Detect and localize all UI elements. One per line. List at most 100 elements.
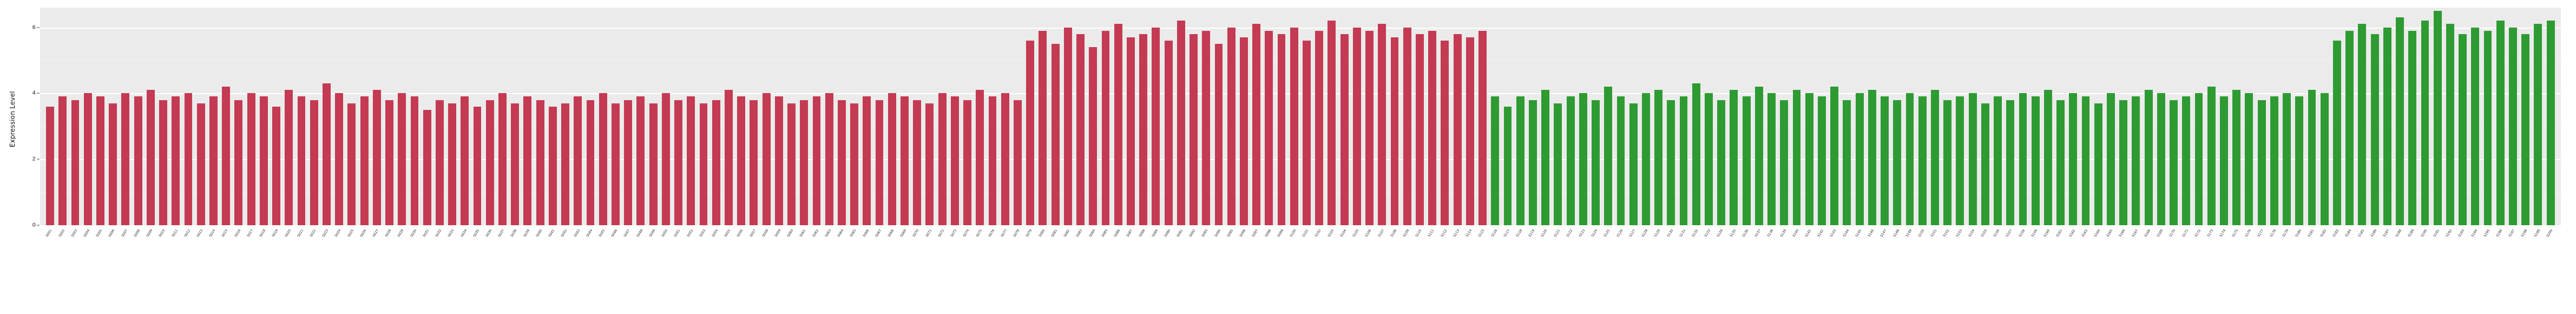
bar xyxy=(1692,83,1700,225)
bar-slot xyxy=(1288,8,1300,225)
bar-slot xyxy=(169,8,182,225)
bar-slot xyxy=(1527,8,1539,225)
bar-slot xyxy=(2293,8,2305,225)
bar-slot xyxy=(1438,8,1451,225)
x-tick-label: S143 xyxy=(1829,228,1837,238)
bar xyxy=(737,96,746,225)
x-tick-slot: S044 xyxy=(584,227,596,271)
bar xyxy=(2069,93,2078,225)
x-tick-label: S093 xyxy=(1201,228,1209,238)
x-tick-label: S129 xyxy=(1653,228,1661,238)
bar-slot xyxy=(2105,8,2117,225)
bar-slot xyxy=(1401,8,1414,225)
x-tick-label: S072 xyxy=(937,228,945,238)
bar xyxy=(2370,34,2379,225)
bar xyxy=(548,106,557,225)
bar-slot xyxy=(999,8,1011,225)
bar-slot xyxy=(1577,8,1589,225)
x-tick-slot: S087 xyxy=(1125,227,1137,271)
x-tick-label: S007 xyxy=(120,228,129,238)
bar xyxy=(146,90,155,225)
bar xyxy=(938,93,947,225)
x-tick-label: S148 xyxy=(1892,228,1900,238)
x-tick-slot: S018 xyxy=(258,227,270,271)
x-tick-label: S128 xyxy=(1641,228,1649,238)
bar xyxy=(2534,24,2542,225)
x-tick-slot: S061 xyxy=(798,227,810,271)
x-tick-label: S117 xyxy=(1503,228,1511,238)
bar xyxy=(1503,106,1512,225)
bar-slot xyxy=(2532,8,2544,225)
bar-slot xyxy=(396,8,408,225)
bar xyxy=(1491,96,1500,225)
bar-slot xyxy=(571,8,584,225)
bar-slot xyxy=(1137,8,1149,225)
x-tick-slot: S016 xyxy=(232,227,245,271)
bar-slot xyxy=(2143,8,2155,225)
bar xyxy=(1328,21,1336,225)
x-tick-slot: S074 xyxy=(961,227,974,271)
bar-slot xyxy=(2368,8,2381,225)
x-tick-label: S001 xyxy=(45,228,53,238)
x-tick-label: S004 xyxy=(83,228,91,238)
x-tick-slot: S023 xyxy=(320,227,333,271)
x-tick-label: S032 xyxy=(435,228,443,238)
bar xyxy=(661,93,670,225)
x-tick-label: S167 xyxy=(2131,228,2139,238)
bar xyxy=(109,103,117,225)
x-tick-slot: S022 xyxy=(308,227,320,271)
x-tick-label: S014 xyxy=(208,228,216,238)
bar-slot xyxy=(2054,8,2067,225)
x-tick-slot: S046 xyxy=(609,227,622,271)
x-tick-label: S033 xyxy=(447,228,455,238)
x-tick-slot: S045 xyxy=(597,227,609,271)
x-tick-label: S045 xyxy=(598,228,606,238)
x-tick-label: S074 xyxy=(962,228,970,238)
x-tick-label: S080 xyxy=(1037,228,1046,238)
x-tick-label: S073 xyxy=(950,228,958,238)
x-tick-label: S161 xyxy=(2055,228,2064,238)
x-tick-slot: S199 xyxy=(2532,227,2544,271)
bar xyxy=(2170,100,2178,225)
x-tick-slot: S032 xyxy=(433,227,446,271)
bar-slot xyxy=(1074,8,1087,225)
bar-slot xyxy=(1589,8,1602,225)
x-tick-label: S084 xyxy=(1088,228,1096,238)
bar-slot xyxy=(2394,8,2406,225)
x-tick-slot: S029 xyxy=(396,227,408,271)
bar xyxy=(925,103,934,225)
bar xyxy=(473,106,482,225)
bar xyxy=(1026,40,1035,225)
x-tick-slot: S146 xyxy=(1866,227,1878,271)
x-tick-slot: S180 xyxy=(2293,227,2305,271)
gridline-major xyxy=(40,93,2561,95)
x-tick-slot: S125 xyxy=(1602,227,1614,271)
x-tick-slot: S155 xyxy=(1979,227,1992,271)
x-tick-label: S075 xyxy=(975,228,983,238)
bar xyxy=(2182,96,2191,225)
x-tick-label: S013 xyxy=(196,228,204,238)
x-tick-label: S008 xyxy=(133,228,141,238)
bar xyxy=(511,103,520,225)
bar-slot xyxy=(1376,8,1388,225)
x-tick-label: S100 xyxy=(1289,228,1297,238)
bar xyxy=(297,96,306,225)
x-tick-label: S021 xyxy=(297,228,305,238)
x-tick-label: S166 xyxy=(2118,228,2126,238)
x-tick-label: S038 xyxy=(510,228,518,238)
bar xyxy=(2433,11,2442,225)
bar-slot xyxy=(1112,8,1125,225)
bar-slot xyxy=(1765,8,1778,225)
x-tick-slot: S077 xyxy=(999,227,1011,271)
bar-slot xyxy=(1916,8,1929,225)
bar xyxy=(1843,100,1851,225)
bar xyxy=(649,103,658,225)
x-tick-label: S098 xyxy=(1264,228,1272,238)
x-tick-label: S035 xyxy=(472,228,481,238)
x-tick-label: S092 xyxy=(1188,228,1197,238)
y-tick-mark xyxy=(37,225,40,226)
x-tick-label: S085 xyxy=(1101,228,1109,238)
bar xyxy=(1190,34,1198,225)
x-tick-slot: S143 xyxy=(1828,227,1841,271)
x-tick-label: S139 xyxy=(1779,228,1787,238)
